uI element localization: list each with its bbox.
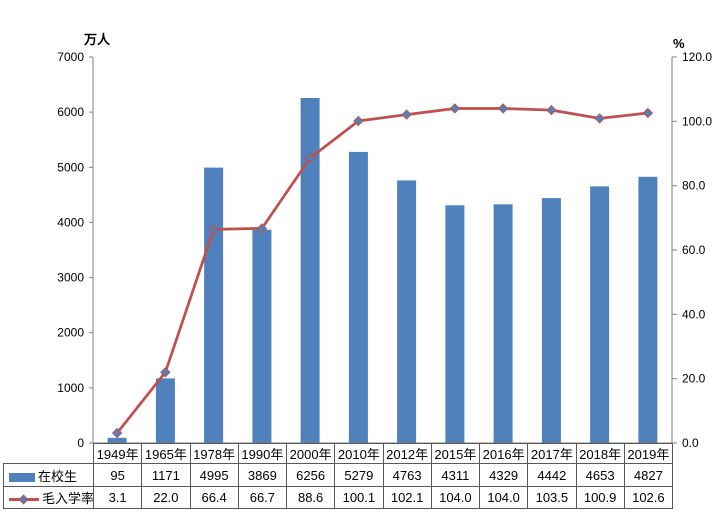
legend-diamond-icon (18, 494, 29, 505)
table-value-cell: 4442 (527, 463, 577, 487)
table-value-cell: 102.6 (623, 486, 674, 509)
table-value-cell: 4653 (575, 463, 625, 487)
table-year-header: 2012年 (382, 443, 432, 464)
right-axis-tick-label: 40.0 (682, 307, 706, 321)
bar-1965年 (155, 378, 175, 443)
line-marker-2010年 (353, 115, 364, 127)
bar-1978年 (204, 167, 224, 443)
line-marker-2017年 (546, 104, 557, 116)
table-year-header: 1949年 (92, 443, 143, 464)
bar-2015年 (445, 205, 465, 443)
bar-2017年 (541, 198, 561, 443)
table-value-cell: 22.0 (141, 486, 191, 509)
table-corner-cell (4, 444, 94, 464)
right-axis-tick-label: 60.0 (682, 243, 706, 257)
left-axis-tick-label: 4000 (57, 215, 84, 229)
left-axis-tick-label: 1000 (57, 381, 84, 395)
bar-2000年 (300, 98, 320, 443)
line-marker-2012年 (401, 109, 412, 120)
table-value-cell: 95 (92, 463, 143, 487)
line-marker-2019年 (642, 107, 654, 119)
table-year-header: 2000年 (285, 443, 336, 464)
bar-2016年 (493, 204, 513, 443)
left-axis-title: 万人 (84, 32, 111, 47)
table-value-cell: 100.1 (334, 486, 384, 509)
table-year-header: 2016年 (478, 443, 529, 464)
legend-cell-毛入学率: 毛入学率 (3, 486, 94, 509)
table-value-cell: 4311 (430, 463, 481, 487)
table-year-header: 1965年 (141, 443, 191, 464)
table-value-cell: 5279 (334, 463, 384, 487)
table-value-cell: 4329 (478, 463, 529, 487)
line-marker-1965年 (160, 367, 171, 378)
table-value-cell: 66.4 (189, 486, 239, 509)
table-year-header: 2018年 (575, 443, 625, 464)
right-axis-tick-label: 0.0 (682, 436, 699, 450)
line-marker-1949年 (111, 427, 123, 439)
line-legend-swatch (9, 494, 39, 505)
table-value-cell: 6256 (285, 463, 336, 487)
bar-2019年 (638, 176, 658, 444)
table-year-header: 2010年 (334, 443, 384, 464)
left-axis-tick-label: 5000 (57, 160, 84, 174)
enrollment-rate-line (116, 107, 649, 434)
line-marker-1978年 (208, 224, 219, 235)
table-value-cell: 102.1 (382, 486, 432, 509)
table-value-cell: 1171 (141, 463, 191, 487)
right-axis-tick-label: 20.0 (682, 372, 706, 386)
series-name: 在校生 (38, 468, 78, 484)
table-value-cell: 4763 (382, 463, 432, 487)
right-axis-tick-label: 80.0 (682, 179, 706, 193)
table-value-cell: 4995 (189, 463, 239, 487)
table-value-cell: 104.0 (478, 486, 529, 509)
line-marker-2015年 (449, 103, 461, 114)
table-year-header: 2019年 (623, 443, 674, 464)
line-marker-2018年 (594, 113, 605, 124)
table-year-header: 1978年 (189, 443, 239, 464)
table-value-cell: 88.6 (285, 486, 336, 509)
table-year-header: 2015年 (430, 443, 481, 464)
table-value-cell: 4827 (623, 463, 674, 487)
bar-1990年 (252, 229, 272, 443)
left-axis-tick-label: 7000 (57, 50, 84, 64)
line-marker-1990年 (256, 223, 268, 234)
left-axis-tick-label: 6000 (57, 105, 84, 119)
table-series-row-毛入学率: 毛入学率 3.1 22.0 66.4 66.7 88.6 100.1 102.1 104.0 10… (3, 486, 674, 509)
right-axis-tick-label: 120.0 (682, 50, 712, 64)
table-value-cell: 100.9 (575, 486, 625, 509)
line-marker-2000年 (304, 152, 316, 164)
legend-cell-在校生: 在校生 (3, 463, 94, 487)
right-axis-title: % (673, 36, 685, 51)
table-header-row: 1949年 1965年 1978年 1990年 2000年 2010年 2012年 2015年… (4, 443, 674, 464)
bar-2012年 (397, 180, 417, 443)
data-table: 1949年 1965年 1978年 1990年 2000年 2010年 2012年 2015年… (3, 443, 674, 509)
right-axis-tick-label: 100.0 (682, 114, 712, 128)
bar-2018年 (590, 186, 610, 443)
series-name: 毛入学率 (42, 491, 94, 506)
left-axis-tick-label: 0 (77, 436, 84, 450)
table-value-cell: 104.0 (430, 486, 481, 509)
table-value-cell: 66.7 (237, 486, 288, 509)
left-axis-tick-label: 2000 (57, 326, 84, 340)
table-value-cell: 103.5 (527, 486, 577, 509)
bar-legend-swatch (9, 472, 35, 482)
table-year-header: 2017年 (527, 443, 577, 464)
table-series-row-在校生: 在校生 95 1171 4995 3869 6256 5279 4763 4311 4329 444… (3, 463, 674, 487)
left-axis-tick-label: 3000 (57, 271, 84, 285)
bar-2010年 (348, 151, 368, 443)
table-value-cell: 3869 (237, 463, 288, 487)
bar-1949年 (107, 437, 127, 443)
table-year-header: 1990年 (237, 443, 288, 464)
line-marker-2016年 (497, 103, 509, 114)
table-value-cell: 3.1 (92, 486, 143, 509)
